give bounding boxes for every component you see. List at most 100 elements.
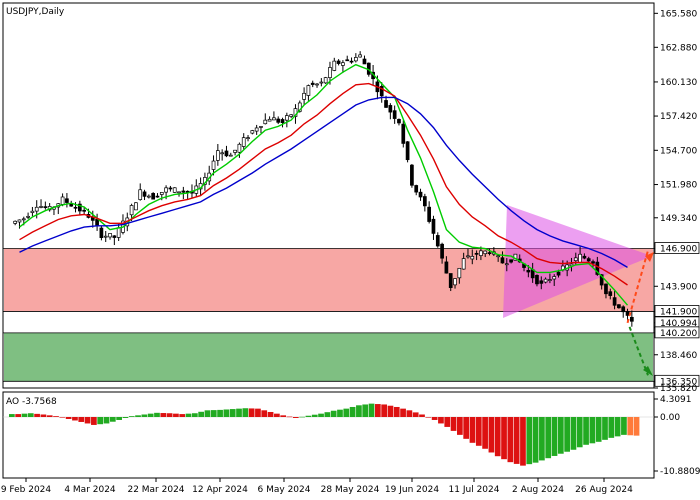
date-tick-label: 4 Mar 2024 <box>64 485 116 495</box>
oscillator-bar <box>539 417 545 461</box>
oscillator-bar <box>21 413 28 417</box>
candle-body <box>129 205 134 216</box>
candle-body <box>82 209 87 212</box>
price-tick-label: 146.900 <box>660 245 697 255</box>
candle-body <box>552 276 557 280</box>
candle-body <box>586 258 591 262</box>
oscillator-bar <box>65 417 72 419</box>
oscillator-bar <box>412 412 419 417</box>
oscillator-bar <box>576 417 583 448</box>
candle-body <box>310 82 315 85</box>
candle-body <box>138 189 143 200</box>
date-tick-label: 19 Jun 2024 <box>385 485 439 495</box>
candle-body <box>543 278 548 283</box>
candle-body <box>26 215 30 218</box>
oscillator-bar <box>564 417 570 452</box>
price-tick-label: 135.820 <box>660 384 697 394</box>
oscillator-bar <box>185 413 192 417</box>
oscillator-bar <box>122 417 129 418</box>
oscillator-pane-frame <box>2 391 655 479</box>
price-tick-box <box>654 374 700 387</box>
oscillator-bar <box>526 417 533 465</box>
candle-body <box>237 143 242 153</box>
candle-body <box>582 255 587 259</box>
date-tick-label: 11 Jul 2024 <box>449 485 500 495</box>
oscillator-bar <box>368 403 375 417</box>
moving-average-line <box>19 82 628 286</box>
candle-body <box>280 119 285 124</box>
oscillator-bar <box>97 417 104 425</box>
candle-body <box>323 77 328 84</box>
candle-body <box>457 267 462 279</box>
candle-body <box>315 83 319 86</box>
oscillator-tick-label: 0.00 <box>660 413 680 423</box>
oscillator-bar <box>229 409 236 417</box>
candle-body <box>112 235 117 238</box>
oscillator-bar <box>9 414 15 417</box>
candle-body <box>164 187 168 193</box>
oscillator-bar <box>286 416 293 418</box>
price-tick-label: 154.700 <box>660 146 697 156</box>
price-tick-label: 141.900 <box>660 307 697 317</box>
candle-body <box>392 110 397 119</box>
candle-body <box>224 150 229 157</box>
oscillator-bar <box>362 404 369 417</box>
candle-body <box>349 60 354 63</box>
oscillator-bar <box>109 417 116 422</box>
oscillator-bar <box>40 414 47 417</box>
candle-body <box>95 219 99 227</box>
forecast-arrowhead-down <box>643 366 653 376</box>
price-tick-label: 136.350 <box>660 377 697 387</box>
candle-body <box>319 81 324 84</box>
candle-body <box>500 257 505 264</box>
candle-body <box>289 114 294 117</box>
candle-body <box>272 117 276 121</box>
candle-body <box>220 152 225 155</box>
candle-body <box>241 137 246 147</box>
candle-body <box>625 311 630 316</box>
oscillator-bar <box>166 413 173 417</box>
oscillator-bar <box>128 416 135 417</box>
price-tick-label: 157.420 <box>660 112 697 122</box>
candle-body <box>276 118 281 123</box>
oscillator-bar <box>91 417 97 425</box>
oscillator-bar <box>349 406 356 417</box>
oscillator-bar <box>583 417 589 445</box>
oscillator-bar <box>450 417 457 431</box>
candle-body <box>328 67 332 78</box>
candle-body <box>254 127 259 132</box>
oscillator-bar <box>248 408 255 417</box>
oscillator-bar <box>84 417 91 424</box>
candle-body <box>99 227 104 239</box>
price-tick-label: 140.200 <box>660 329 697 339</box>
oscillator-bar <box>501 417 507 460</box>
candle-body <box>108 233 112 238</box>
oscillator-bar <box>292 417 299 418</box>
date-tick-label: 22 Mar 2024 <box>127 485 184 495</box>
candle-body <box>146 195 151 198</box>
oscillator-bar <box>204 410 211 417</box>
oscillator-bar <box>557 417 564 454</box>
candle-body <box>134 202 138 211</box>
oscillator-bar <box>53 416 59 417</box>
candle-body <box>336 60 341 64</box>
candle-body <box>461 258 466 270</box>
oscillator-bar <box>217 409 223 417</box>
oscillator-bar <box>311 414 318 417</box>
candle-body <box>181 190 186 193</box>
chart-title: USDJPY,Daily <box>6 7 65 17</box>
candle-body <box>418 191 423 198</box>
oscillator-bar <box>488 417 495 453</box>
candle-body <box>504 263 509 266</box>
oscillator-bar <box>545 417 552 459</box>
candle-body <box>573 257 578 262</box>
price-tick-label: 140.994 <box>660 319 697 329</box>
oscillator-bar <box>160 413 167 417</box>
candle-body <box>302 92 306 100</box>
candle-body <box>608 291 613 296</box>
candle-body <box>435 235 440 247</box>
oscillator-bar <box>261 410 268 417</box>
candle-body <box>629 316 634 322</box>
candle-body <box>39 206 43 208</box>
oscillator-bar <box>147 413 154 417</box>
